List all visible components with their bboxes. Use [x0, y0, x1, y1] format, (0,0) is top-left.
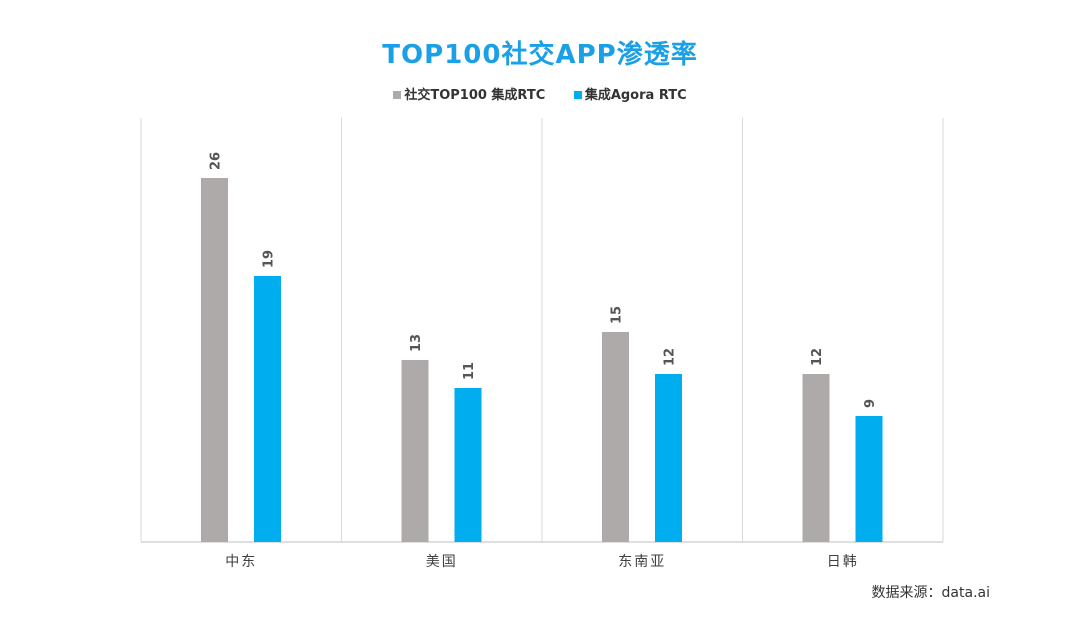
bar-美国-series-1	[401, 360, 429, 542]
data-label-东南亚-series-1: 15	[610, 306, 625, 324]
x-tick-label-中东: 中东	[225, 554, 257, 570]
data-label-日韩-series-2: 9	[863, 399, 878, 408]
bar-美国-series-2	[454, 388, 482, 542]
chart-title: TOP100社交APP渗透率	[382, 40, 698, 70]
bar-中东-series-2	[254, 276, 281, 542]
data-label-中东-series-2: 19	[262, 250, 277, 268]
legend-label-series-2: 集成Agora RTC	[584, 88, 687, 103]
data-label-美国-series-2: 11	[462, 362, 477, 380]
x-tick-label-美国: 美国	[426, 554, 458, 570]
legend-item-series-2: 集成Agora RTC	[573, 84, 687, 103]
source-note: 数据来源：data.ai	[871, 585, 990, 601]
bar-日韩-series-1	[802, 374, 830, 542]
legend-label-series-1: 社交TOP100 集成RTC	[404, 88, 546, 103]
legend: 社交TOP100 集成RTC 集成Agora RTC	[0, 84, 1080, 103]
x-tick-label-日韩: 日韩	[827, 554, 859, 570]
x-tick-label-东南亚: 东南亚	[618, 554, 666, 570]
data-label-东南亚-series-2: 12	[663, 348, 678, 366]
bar-中东-series-1	[201, 178, 228, 542]
legend-swatch-series-1	[393, 91, 402, 99]
data-label-中东-series-1: 26	[209, 152, 224, 170]
data-label-日韩-series-1: 12	[810, 348, 825, 366]
bar-东南亚-series-1	[602, 332, 629, 542]
bar-东南亚-series-2	[655, 374, 682, 542]
legend-item-series-1: 社交TOP100 集成RTC	[393, 84, 545, 103]
legend-swatch-series-2	[573, 91, 582, 99]
bar-日韩-series-2	[855, 416, 883, 542]
data-label-美国-series-1: 13	[409, 334, 424, 352]
